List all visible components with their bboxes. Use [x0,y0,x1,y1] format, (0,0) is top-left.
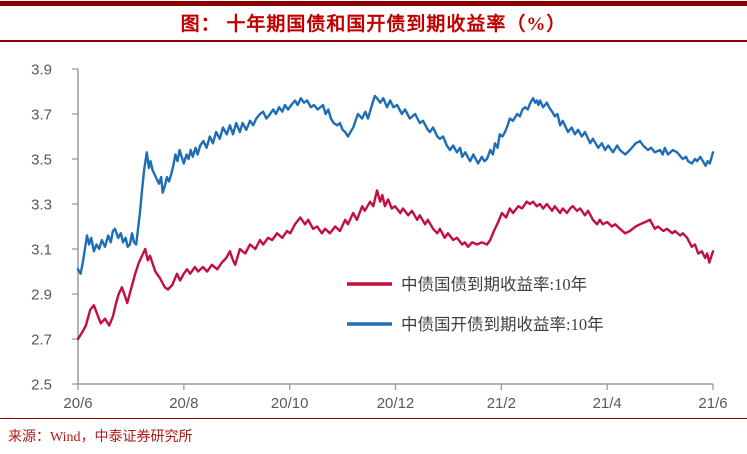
x-tick-label: 21/2 [487,395,516,412]
cdb-yield-line [76,94,715,275]
x-tick-label: 20/12 [377,395,415,412]
x-tick-label: 20/6 [63,395,92,412]
y-tick-label: 3.9 [31,62,52,79]
y-tick-label: 2.7 [31,332,52,349]
y-tick-label: 2.9 [31,287,52,304]
treasury-yield-line [76,189,715,341]
legend-label-treasury-yield-line: 中债国债到期收益率:10年 [401,275,587,294]
source-note: 来源：Wind，中泰证券研究所 [8,430,193,445]
y-tick-label: 2.5 [31,377,52,394]
y-tick-label: 3.3 [31,197,52,214]
x-tick-label: 21/4 [593,395,622,412]
y-tick-label: 3.1 [31,242,52,259]
x-tick-label: 20/8 [169,395,198,412]
y-tick-label: 3.5 [31,152,52,169]
y-tick-label: 3.7 [31,107,52,124]
bottom-rule [0,418,747,420]
top-rule [0,1,747,6]
title-underline-rule [0,40,747,42]
x-tick-label: 20/10 [271,395,309,412]
legend-label-cdb-yield-line: 中债国开债到期收益率:10年 [401,315,604,334]
x-tick-label: 21/6 [698,395,727,412]
chart-title: 图： 十年期国债和国开债到期收益率（%） [180,14,567,35]
